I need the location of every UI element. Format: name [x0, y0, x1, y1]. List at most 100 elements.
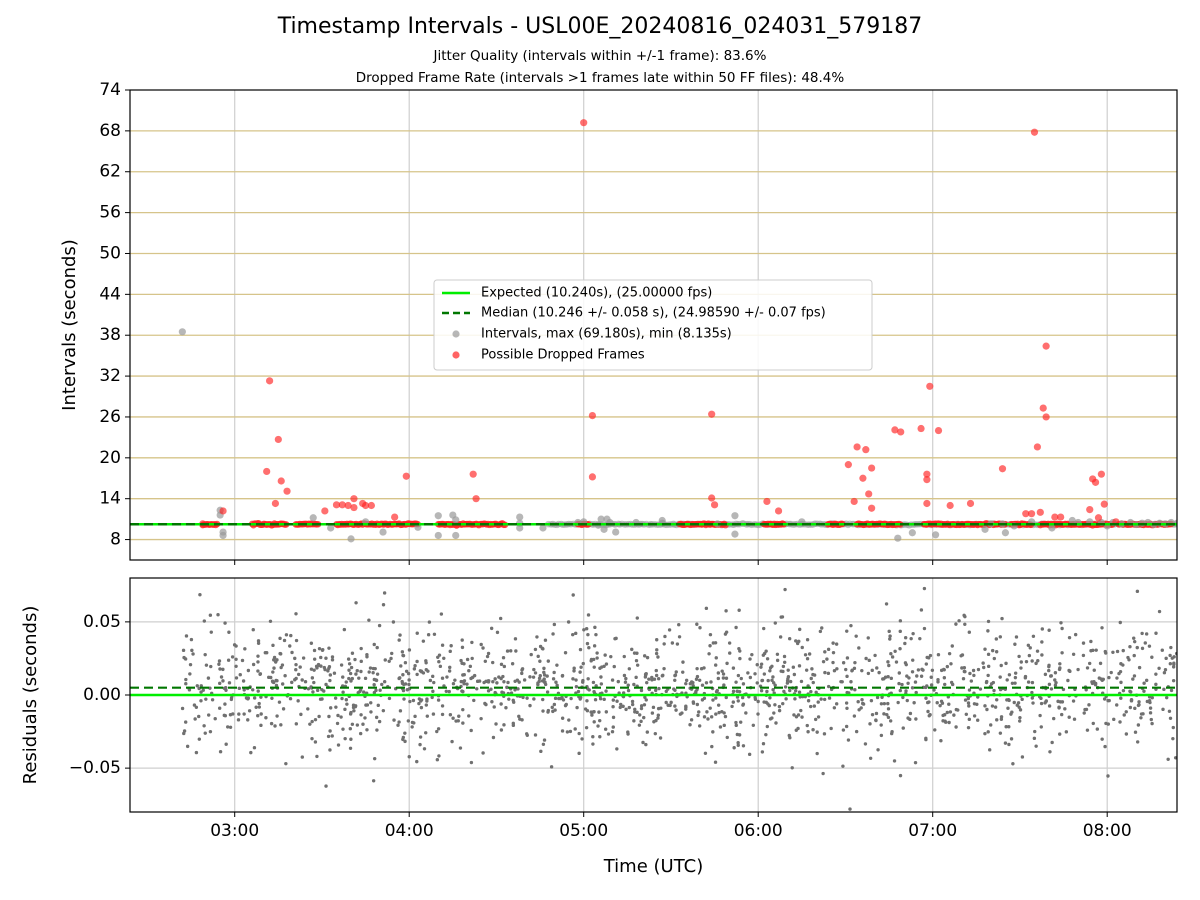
residual-point	[764, 700, 768, 705]
residual-point	[328, 706, 333, 710]
residual-point	[976, 667, 981, 672]
residual-point	[345, 702, 349, 706]
residual-point	[1121, 688, 1126, 693]
residual-point	[792, 713, 796, 717]
residual-point	[577, 751, 581, 756]
residual-point	[495, 681, 499, 685]
residual-point	[319, 655, 323, 660]
residual-point	[194, 750, 199, 755]
residual-point	[1124, 710, 1128, 714]
residual-point	[870, 668, 874, 673]
residual-point	[183, 720, 188, 724]
residual-point	[870, 712, 875, 717]
residual-point	[407, 648, 412, 652]
residual-point	[591, 680, 596, 685]
residual-point	[184, 634, 189, 638]
residual-point	[688, 682, 693, 686]
residual-point	[938, 703, 942, 708]
residual-point	[403, 739, 407, 744]
residual-point	[787, 733, 791, 738]
y-tick-label: 14	[99, 489, 121, 509]
residual-point	[252, 746, 257, 750]
residual-point	[1054, 680, 1058, 685]
residual-point	[995, 698, 999, 702]
residual-point	[903, 636, 908, 640]
residual-point	[391, 620, 396, 624]
residual-point	[180, 706, 185, 711]
residual-point	[475, 687, 479, 691]
residual-point	[407, 755, 411, 759]
interval-point	[434, 512, 442, 520]
residual-point	[985, 707, 989, 712]
residual-point	[929, 683, 934, 687]
residual-point	[272, 655, 277, 660]
residual-point	[555, 663, 559, 667]
residual-point	[1118, 720, 1122, 724]
interval-point	[1048, 524, 1056, 532]
residual-point	[415, 659, 419, 664]
residual-point	[643, 675, 648, 679]
residual-point	[998, 731, 1003, 735]
residual-point	[217, 659, 222, 663]
residual-point	[578, 670, 582, 674]
residual-point	[290, 680, 294, 685]
residual-point	[736, 743, 740, 747]
residual-point	[681, 670, 685, 674]
residual-point	[378, 688, 382, 692]
residual-point	[234, 657, 238, 661]
residual-point	[616, 679, 621, 684]
residual-point	[767, 703, 771, 708]
residual-point	[517, 680, 521, 684]
residual-point	[407, 678, 411, 682]
y-tick-label: −0.05	[69, 758, 121, 778]
residual-point	[513, 637, 518, 641]
residual-point	[645, 655, 650, 660]
residual-point	[537, 676, 542, 681]
residual-point	[654, 688, 658, 693]
residual-point	[1057, 667, 1062, 672]
residual-point	[1172, 655, 1176, 659]
residual-point	[552, 702, 557, 707]
residual-point	[921, 668, 925, 672]
residual-point	[598, 697, 603, 701]
residual-point	[208, 686, 212, 690]
residual-point	[415, 672, 419, 677]
residual-point	[960, 666, 964, 670]
residual-point	[1072, 717, 1077, 721]
residual-point	[826, 671, 831, 676]
dropped-frame-point	[1057, 513, 1065, 521]
residual-point	[992, 688, 996, 693]
residual-point	[432, 680, 436, 685]
residual-point	[382, 591, 387, 595]
residual-point	[724, 695, 728, 700]
residual-point	[251, 628, 255, 632]
residual-point	[520, 668, 524, 672]
residual-point	[957, 619, 961, 623]
residual-point	[1157, 666, 1161, 670]
residual-point	[565, 730, 570, 734]
residual-point	[954, 707, 959, 712]
residual-point	[288, 696, 293, 701]
residual-point	[412, 667, 417, 671]
residual-point	[353, 657, 357, 662]
residual-point	[713, 663, 718, 667]
dropped-frame-point	[1022, 510, 1030, 518]
residual-point	[398, 633, 402, 637]
residual-point	[717, 710, 721, 715]
intervals-panel: 8 14 20 26 32 38 44 50 56 62 68 74 Intervals (second…	[59, 80, 1178, 565]
residual-point	[591, 735, 595, 739]
residual-point	[298, 665, 302, 669]
residual-point	[377, 719, 382, 724]
residual-point	[1084, 688, 1088, 692]
residual-point	[533, 671, 538, 675]
residual-point	[999, 663, 1003, 668]
residual-point	[541, 709, 545, 713]
residual-point	[371, 671, 375, 675]
residual-point	[808, 704, 813, 709]
residual-point	[332, 671, 337, 675]
residual-point	[462, 673, 466, 677]
residual-point	[773, 683, 777, 687]
residual-point	[560, 674, 565, 678]
residual-point	[762, 672, 767, 676]
residual-point	[755, 663, 759, 667]
